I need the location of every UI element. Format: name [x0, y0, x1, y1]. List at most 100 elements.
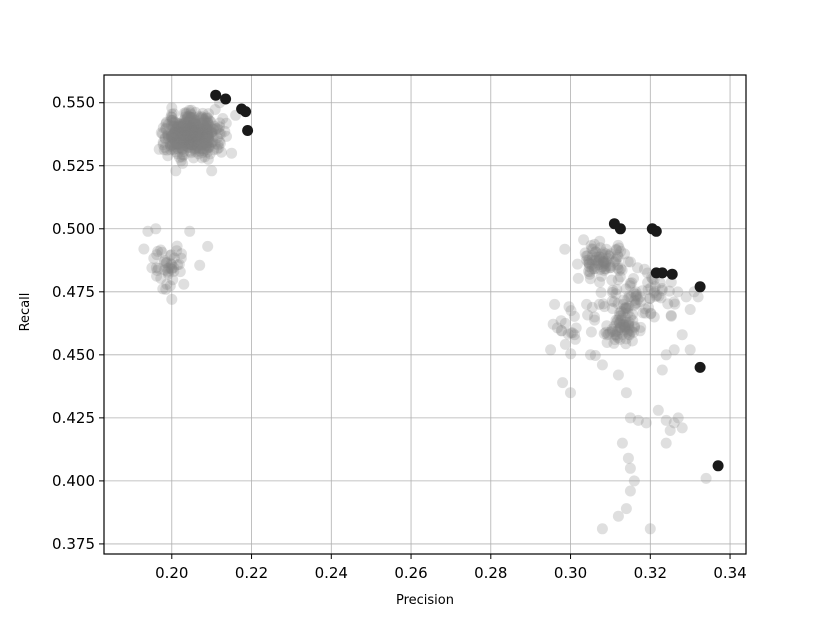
scatter-point	[165, 140, 177, 152]
scatter-point	[190, 125, 202, 137]
scatter-point	[174, 142, 186, 154]
scatter-point	[623, 290, 635, 302]
scatter-point	[201, 122, 213, 134]
scatter-point	[178, 130, 190, 141]
scatter-point	[181, 113, 193, 125]
scatter-point	[615, 310, 627, 322]
scatter-point	[645, 282, 657, 294]
scatter-point	[585, 326, 597, 338]
scatter-point	[181, 140, 193, 152]
scatter-point	[193, 126, 205, 138]
scatter-point	[182, 115, 194, 126]
scatter-point	[177, 118, 189, 130]
scatter-point	[612, 262, 624, 274]
scatter-point	[182, 138, 194, 150]
scatter-point	[610, 255, 622, 267]
scatter-point	[175, 142, 187, 154]
y-tick-label: 0.375	[52, 535, 95, 553]
scatter-point	[171, 129, 183, 141]
scatter-point	[631, 290, 643, 302]
scatter-point	[589, 238, 600, 250]
scatter-point	[616, 312, 628, 324]
scatter-point	[623, 322, 635, 334]
scatter-point	[177, 149, 189, 161]
scatter-point	[559, 317, 571, 329]
scatter-point	[170, 128, 182, 140]
scatter-point	[203, 119, 215, 131]
scatter-point	[598, 260, 610, 272]
scatter-point	[184, 115, 195, 127]
scatter-point	[582, 256, 594, 268]
scatter-point	[192, 131, 204, 142]
scatter-point	[610, 326, 622, 338]
scatter-point	[618, 321, 630, 333]
scatter-point	[181, 123, 193, 135]
scatter-point	[166, 120, 178, 132]
scatter-point	[605, 262, 617, 274]
scatter-point	[629, 299, 641, 311]
scatter-point	[644, 293, 656, 305]
scatter-point	[188, 130, 200, 142]
scatter-point	[606, 274, 618, 286]
scatter-point	[617, 307, 629, 319]
scatter-point	[584, 266, 596, 278]
scatter-point	[656, 364, 668, 376]
scatter-point	[583, 258, 595, 270]
scatter-point	[176, 122, 188, 134]
scatter-point	[632, 414, 644, 426]
scatter-point	[189, 126, 201, 138]
scatter-point	[174, 127, 186, 139]
x-tick-label: 0.34	[713, 564, 746, 582]
scatter-point	[178, 121, 190, 133]
scatter-point	[175, 131, 187, 143]
scatter-point	[644, 523, 656, 535]
scatter-point	[172, 118, 184, 130]
scatter-point	[210, 123, 222, 135]
scatter-point	[201, 136, 213, 148]
scatter-point	[183, 119, 195, 131]
scatter-point	[173, 133, 185, 145]
scatter-point	[185, 123, 197, 135]
scatter-point	[183, 129, 195, 141]
scatter-point	[626, 325, 638, 337]
scatter-point	[189, 114, 201, 126]
scatter-point	[175, 127, 187, 139]
scatter-point	[157, 283, 169, 295]
scatter-point	[183, 122, 195, 134]
scatter-point	[169, 136, 181, 148]
scatter-point	[629, 298, 641, 310]
scatter-point	[206, 137, 217, 149]
scatter-point	[597, 252, 609, 264]
scatter-point	[660, 437, 672, 449]
scatter-point	[187, 127, 199, 138]
scatter-point	[619, 319, 631, 331]
scatter-point	[199, 114, 210, 126]
scatter-point	[177, 138, 189, 150]
scatter-point	[197, 124, 209, 136]
scatter-point	[181, 135, 193, 147]
scatter-point	[162, 129, 174, 141]
highlighted-point	[712, 460, 724, 472]
scatter-point	[607, 286, 618, 298]
scatter-point	[207, 130, 219, 142]
scatter-point	[195, 112, 207, 124]
scatter-point	[185, 121, 197, 132]
scatter-point	[182, 129, 194, 141]
scatter-point	[201, 116, 213, 128]
scatter-point	[167, 129, 179, 141]
scatter-point	[174, 266, 186, 278]
scatter-point	[645, 307, 657, 319]
scatter-point	[186, 112, 198, 124]
y-tick-label: 0.450	[52, 346, 95, 364]
scatter-point	[190, 129, 202, 141]
scatter-point	[189, 119, 201, 131]
scatter-point	[201, 117, 213, 129]
scatter-point	[567, 327, 578, 339]
scatter-point	[181, 131, 193, 143]
scatter-point	[202, 153, 214, 165]
scatter-point	[177, 136, 189, 148]
scatter-point	[159, 255, 171, 266]
scatter-point	[165, 249, 176, 261]
scatter-point	[185, 133, 197, 145]
scatter-point	[165, 111, 177, 123]
